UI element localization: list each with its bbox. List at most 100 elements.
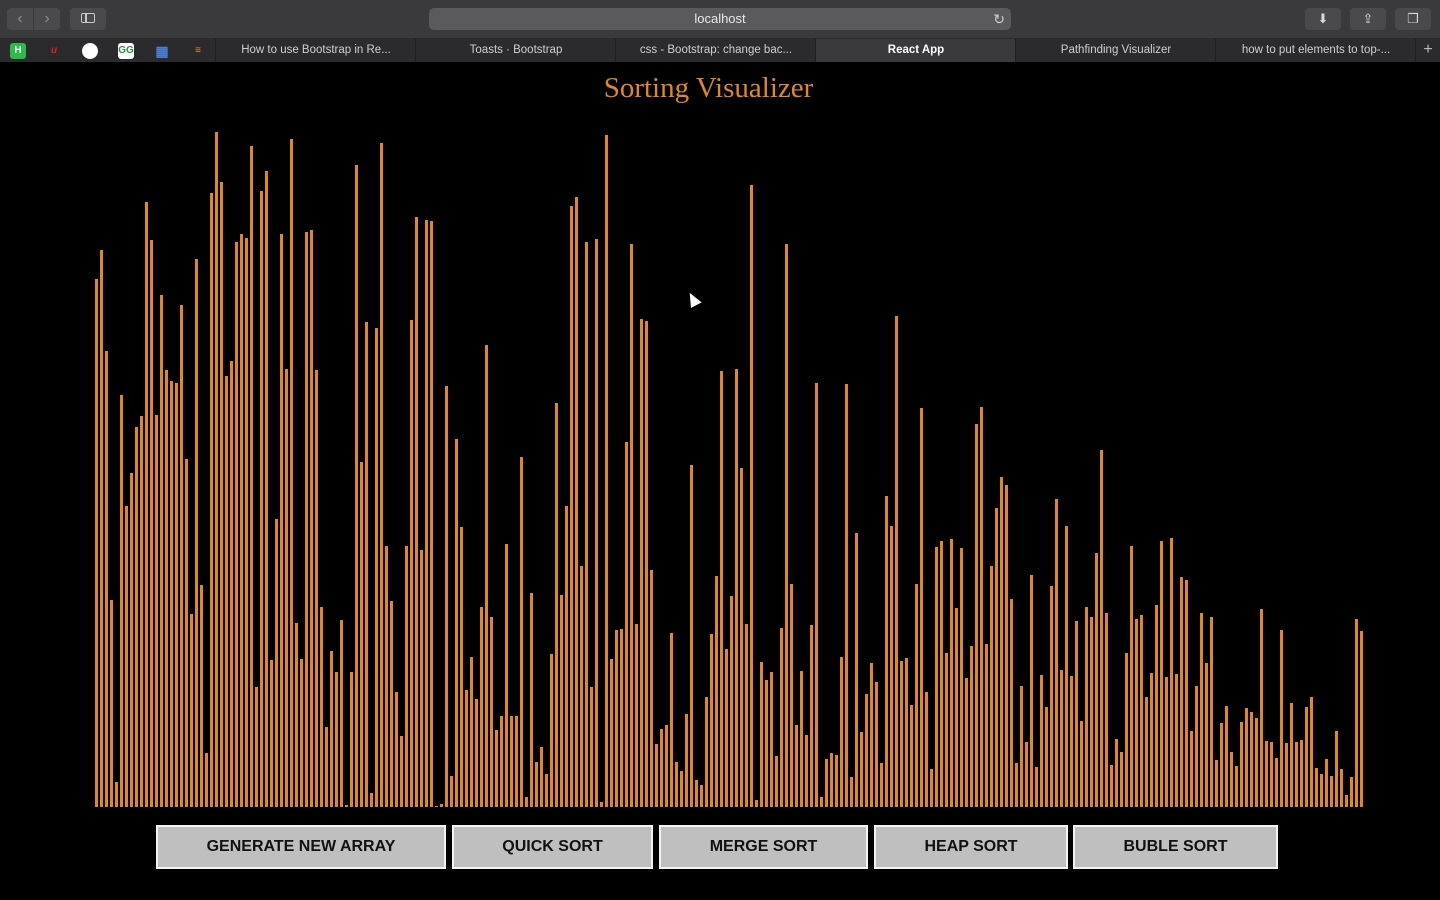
array-bar	[675, 762, 678, 807]
array-bar	[695, 780, 698, 807]
array-bar	[380, 143, 383, 807]
page-title: Sorting Visualizer	[603, 72, 814, 104]
array-bar	[1230, 752, 1233, 807]
array-bar	[680, 771, 683, 807]
tab-toasts-bootstrap[interactable]: Toasts · Bootstrap	[415, 39, 616, 62]
array-bar	[900, 661, 903, 807]
array-bar	[920, 408, 923, 807]
array-bar	[840, 657, 843, 807]
merge-sort-button[interactable]: MERGE SORT	[659, 825, 868, 869]
heap-sort-button[interactable]: HEAP SORT	[874, 825, 1068, 869]
array-bar	[1350, 777, 1353, 807]
array-bar	[220, 182, 223, 807]
array-bar	[480, 607, 483, 807]
array-bar	[205, 753, 208, 807]
tab-bootstrap-react[interactable]: How to use Bootstrap in Re...	[215, 39, 416, 62]
array-bar	[455, 439, 458, 807]
array-bar	[1235, 766, 1238, 807]
array-bar	[1010, 599, 1013, 807]
array-bar	[1190, 731, 1193, 807]
array-bar	[525, 797, 528, 807]
forward-button[interactable]: ›	[34, 8, 60, 30]
bookmark-grid-icon[interactable]: ▦	[155, 43, 169, 59]
array-bar	[100, 250, 103, 807]
array-bar	[550, 654, 553, 807]
array-bar	[1000, 477, 1003, 807]
array-bar	[280, 234, 283, 807]
array-bar	[1070, 676, 1073, 807]
array-bar	[330, 651, 333, 807]
quick-sort-button[interactable]: QUICK SORT	[452, 825, 653, 869]
array-bar	[405, 546, 408, 807]
tab-overview-button[interactable]: ❐	[1395, 8, 1431, 30]
address-bar[interactable]: localhost ↻	[429, 8, 1011, 30]
share-button[interactable]: ⇪	[1350, 8, 1386, 30]
array-bar	[1170, 538, 1173, 807]
array-bar	[260, 191, 263, 807]
array-bar	[635, 624, 638, 807]
bookmark-udemy-icon[interactable]: u	[50, 45, 58, 56]
array-bar	[720, 371, 723, 807]
array-bar	[130, 473, 133, 807]
array-bar	[1075, 621, 1078, 807]
array-bars	[95, 130, 1363, 807]
reload-icon[interactable]: ↻	[993, 11, 1005, 27]
bubble-sort-button[interactable]: BUBLE SORT	[1073, 825, 1278, 869]
array-bar	[755, 800, 758, 807]
bookmark-stackoverflow-icon[interactable]: ≡	[195, 45, 201, 56]
array-bar	[530, 593, 533, 807]
array-bar	[150, 240, 153, 807]
array-bar	[935, 547, 938, 807]
array-bar	[1150, 673, 1153, 807]
array-bar	[545, 774, 548, 807]
array-bar	[980, 407, 983, 807]
array-bar	[285, 369, 288, 807]
tab-put-elements-top[interactable]: how to put elements to top-...	[1215, 39, 1416, 62]
array-bar	[1115, 739, 1118, 807]
array-bar	[945, 653, 948, 807]
tab-css-bootstrap[interactable]: css - Bootstrap: change bac...	[615, 39, 816, 62]
array-bar	[505, 544, 508, 807]
array-bar	[770, 672, 773, 807]
tab-pathfinding-visualizer[interactable]: Pathfinding Visualizer	[1015, 39, 1216, 62]
back-button[interactable]: ‹	[7, 8, 33, 30]
array-bar	[1050, 586, 1053, 807]
array-bar	[1335, 731, 1338, 807]
sidebar-icon	[81, 13, 95, 23]
array-bar	[965, 678, 968, 807]
array-bar	[645, 321, 648, 807]
array-bar	[640, 319, 643, 807]
array-bar	[425, 220, 428, 807]
bookmark-geeksforgeeks-icon[interactable]: GG	[118, 43, 134, 59]
array-bar	[1145, 697, 1148, 807]
array-bar	[340, 620, 343, 807]
array-bar	[1210, 617, 1213, 807]
array-bar	[845, 384, 848, 807]
array-bar	[610, 659, 613, 807]
bookmark-github-icon[interactable]	[82, 43, 98, 59]
array-bar	[390, 601, 393, 807]
array-bar	[975, 424, 978, 807]
array-bar	[230, 361, 233, 807]
array-bar	[440, 804, 443, 807]
new-tab-button[interactable]: +	[1415, 39, 1440, 62]
array-bar	[535, 762, 538, 807]
array-bar	[445, 386, 448, 807]
array-bar	[820, 797, 823, 807]
array-bar	[1340, 769, 1343, 807]
sidebar-toggle-button[interactable]	[70, 8, 106, 30]
array-bar	[1265, 741, 1268, 807]
array-bar	[1275, 758, 1278, 807]
array-bar	[925, 692, 928, 807]
array-bar	[365, 322, 368, 807]
array-bar	[165, 370, 168, 807]
downloads-button[interactable]: ⬇	[1305, 8, 1341, 30]
array-bar	[655, 744, 658, 807]
array-bar	[555, 403, 558, 807]
bookmark-hackerrank-icon[interactable]: H	[10, 43, 26, 59]
array-bar	[310, 230, 313, 807]
array-bar	[255, 687, 258, 807]
tab-react-app[interactable]: React App	[815, 39, 1016, 62]
generate-new-array-button[interactable]: GENERATE NEW ARRAY	[156, 825, 446, 869]
array-bar	[860, 732, 863, 807]
